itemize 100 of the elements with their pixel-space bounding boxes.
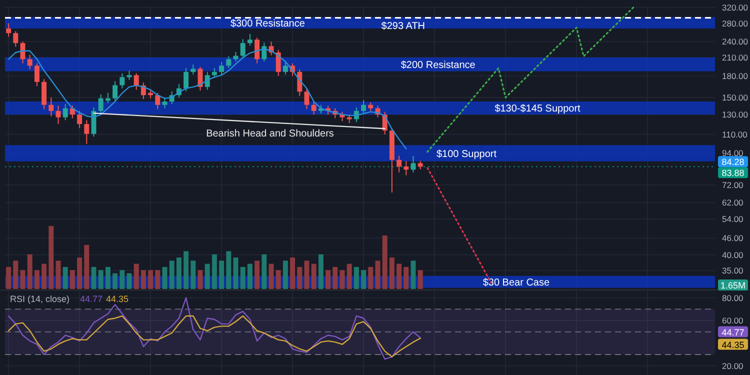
bar	[297, 266, 302, 289]
bar	[20, 270, 26, 289]
bar	[304, 260, 310, 289]
bar	[155, 270, 160, 289]
bar	[354, 266, 359, 289]
y-tick-label: 94.00	[722, 148, 744, 158]
candlestick	[226, 56, 232, 69]
y-tick-label: 130.00	[722, 110, 748, 120]
bar	[98, 270, 104, 289]
bar	[262, 254, 267, 289]
bar	[219, 260, 224, 289]
candlestick	[62, 104, 68, 121]
y-tick-label: 180.00	[722, 70, 748, 81]
y-tick-label: 54.00	[722, 214, 744, 224]
annotation: 44.35	[106, 294, 129, 304]
bar	[120, 270, 125, 289]
bar	[240, 266, 246, 289]
bar	[361, 270, 366, 289]
bar	[254, 260, 260, 289]
candlestick	[262, 42, 267, 62]
candlestick	[27, 54, 32, 70]
y-tick-label: 110.00	[722, 129, 748, 140]
bar	[389, 258, 394, 289]
band-label: $30 Bear Case	[482, 277, 550, 288]
bar	[382, 235, 388, 289]
bar	[48, 226, 54, 289]
bar	[56, 260, 61, 289]
candlestick	[410, 155, 416, 173]
bar	[84, 244, 90, 289]
candlestick	[134, 72, 139, 90]
candlestick	[190, 64, 196, 76]
bar	[410, 260, 416, 289]
line-series	[8, 297, 421, 360]
candlestick	[162, 97, 168, 109]
bar	[112, 273, 118, 289]
bar	[268, 264, 274, 289]
bar	[326, 270, 331, 289]
candlestick	[98, 94, 104, 114]
candlestick	[155, 92, 160, 110]
annotation: 44.77	[80, 294, 103, 304]
line-series	[8, 315, 421, 358]
bar	[34, 270, 40, 289]
bar	[340, 270, 345, 289]
candlestick	[84, 120, 90, 144]
candlestick	[311, 101, 316, 116]
y-tick-label: 20.00	[722, 360, 744, 371]
bar	[27, 254, 32, 289]
candlestick	[282, 62, 288, 76]
candlestick	[6, 22, 12, 38]
bar	[233, 258, 238, 289]
band-label: $300 Resistance	[230, 18, 306, 30]
candlestick	[34, 62, 40, 87]
y-tick-label: 62.00	[722, 198, 744, 208]
candlestick	[404, 160, 409, 176]
bar	[346, 264, 352, 289]
bar	[190, 260, 196, 289]
candlestick	[13, 30, 18, 48]
bar	[134, 264, 139, 289]
candlestick	[396, 155, 402, 173]
candlestick	[254, 37, 260, 64]
candlestick	[126, 70, 132, 80]
text: 84.28	[722, 157, 744, 168]
bar	[148, 270, 154, 289]
bar	[13, 260, 18, 289]
ref-line-label: 83.88	[722, 168, 744, 178]
bar	[404, 266, 409, 289]
candlestick	[212, 68, 217, 78]
candlestick	[304, 88, 310, 110]
y-tick-label: 150.00	[722, 92, 748, 103]
bar	[375, 260, 380, 289]
candlestick	[48, 97, 54, 117]
y-tick-label: 80.00	[722, 292, 744, 303]
bar	[77, 258, 82, 289]
bar	[418, 270, 423, 289]
y-tick-label: 72.00	[722, 180, 744, 190]
y-tick-label: 40.00	[722, 250, 744, 260]
band-label: $100 Support	[436, 148, 497, 160]
y-tick-label: 35.00	[722, 266, 744, 276]
bar	[198, 270, 203, 289]
bar	[332, 266, 338, 289]
candlestick	[204, 71, 210, 90]
y-tick-label: 60.00	[722, 316, 744, 326]
candlestick	[240, 38, 246, 59]
bar	[140, 270, 146, 289]
y-tick-label: 280.00	[722, 18, 748, 28]
bar	[282, 260, 288, 289]
bar	[6, 266, 12, 289]
candlestick	[184, 68, 189, 92]
bar	[42, 264, 47, 289]
candlestick	[42, 78, 47, 110]
bar	[290, 258, 296, 289]
bar	[396, 264, 402, 289]
bar	[368, 266, 374, 289]
bar	[62, 266, 68, 289]
bar	[212, 254, 217, 289]
text: 44.35	[722, 340, 744, 350]
candlestick	[56, 105, 61, 125]
bar	[91, 266, 96, 289]
bar	[176, 258, 182, 289]
bar	[70, 270, 75, 289]
